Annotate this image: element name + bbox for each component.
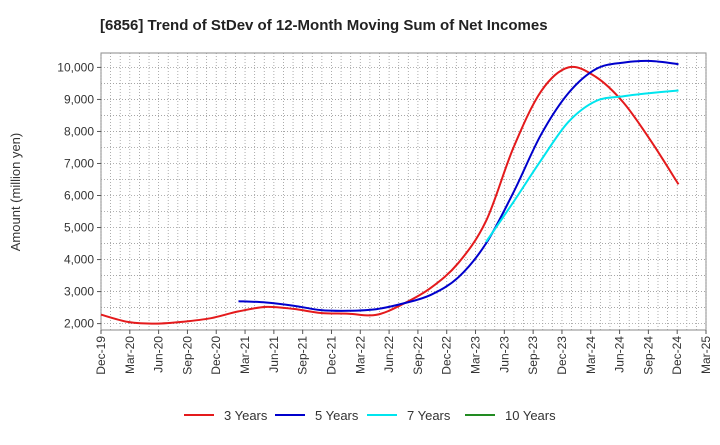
y-tick-label: 6,000 <box>64 189 94 203</box>
legend-label: 5 Years <box>315 408 359 423</box>
axis-layer: 2,000 3,000 4,000 5,000 6,000 7,000 8,000 9,000… <box>57 60 713 374</box>
x-tick-label: Mar-22 <box>353 336 367 374</box>
x-tick-label: Dec-22 <box>440 336 454 375</box>
y-tick-label: 5,000 <box>64 221 94 235</box>
x-tick-label: Mar-23 <box>469 336 483 374</box>
x-tick-label: Sep-23 <box>526 336 540 375</box>
x-tick-label: Jun-24 <box>613 336 627 373</box>
x-tick-label: Dec-19 <box>94 336 108 375</box>
series-line-5-years <box>238 59 679 312</box>
x-tick-label: Jun-22 <box>382 336 396 373</box>
x-tick-label: Dec-21 <box>324 336 338 375</box>
legend-label: 10 Years <box>505 408 556 423</box>
x-tick-label: Dec-20 <box>209 336 223 375</box>
series-layer <box>100 59 680 325</box>
y-tick-label: 3,000 <box>64 285 94 299</box>
series-line-7-years <box>485 89 679 243</box>
x-tick-label: Dec-24 <box>670 336 684 375</box>
y-axis-label: Amount (million yen) <box>8 133 23 252</box>
x-tick-label: Mar-20 <box>123 336 137 374</box>
series-line-3-years <box>100 65 680 325</box>
legend-label: 3 Years <box>224 408 268 423</box>
x-tick-label: Sep-21 <box>296 336 310 375</box>
x-tick-label: Dec-23 <box>555 336 569 375</box>
chart-title: [6856] Trend of StDev of 12-Month Moving… <box>100 17 548 34</box>
x-tick-label: Mar-21 <box>238 336 252 374</box>
x-tick-label: Jun-23 <box>497 336 511 373</box>
x-tick-label: Mar-25 <box>699 336 713 374</box>
x-tick-label: Sep-22 <box>411 336 425 375</box>
y-tick-label: 4,000 <box>64 253 94 267</box>
y-tick-label: 2,000 <box>64 317 94 331</box>
x-tick-label: Jun-21 <box>267 336 281 373</box>
y-tick-label: 8,000 <box>64 124 94 138</box>
x-tick-label: Sep-24 <box>641 336 655 375</box>
legend: 3 Years 5 Years 7 Years 10 Years <box>184 408 556 423</box>
y-tick-label: 9,000 <box>64 92 94 106</box>
x-tick-label: Sep-20 <box>180 336 194 375</box>
x-tick-label: Jun-20 <box>152 336 166 373</box>
y-tick-label: 10,000 <box>57 60 94 74</box>
legend-label: 7 Years <box>407 408 451 423</box>
x-tick-label: Mar-24 <box>584 336 598 374</box>
y-tick-label: 7,000 <box>64 156 94 170</box>
